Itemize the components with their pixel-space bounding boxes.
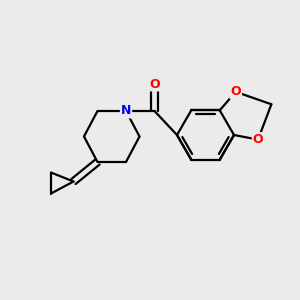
Text: O: O xyxy=(230,85,241,98)
Text: O: O xyxy=(149,77,160,91)
Text: N: N xyxy=(121,104,131,118)
Text: O: O xyxy=(253,133,263,146)
